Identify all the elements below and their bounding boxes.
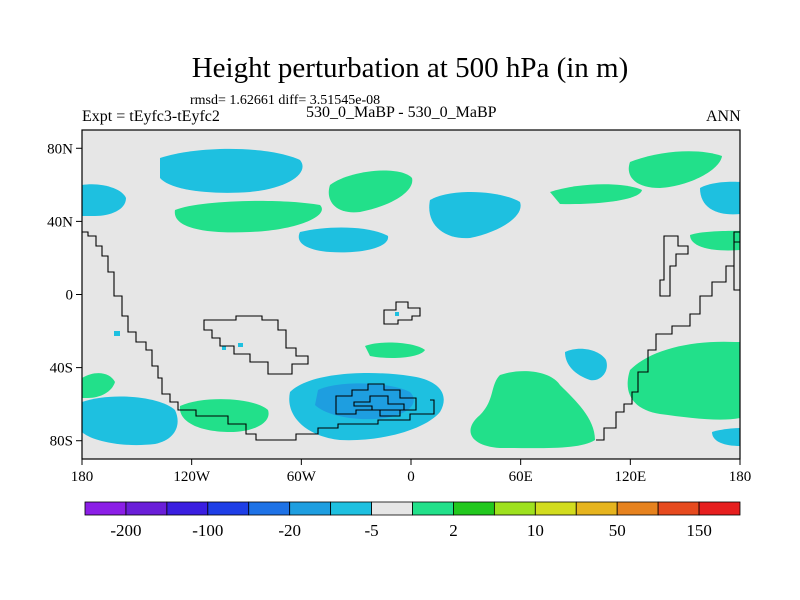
colorbar-swatch (616, 501, 659, 516)
continent-outline-island (383, 301, 421, 325)
negative-speck (222, 346, 226, 350)
colorbar-swatch (412, 501, 454, 516)
colorbar-label: 50 (609, 521, 626, 540)
colorbar-label: -100 (192, 521, 223, 540)
colorbar-label: 10 (527, 521, 544, 540)
colorbar-label: -5 (364, 521, 378, 540)
colorbar-swatch (84, 501, 127, 516)
colorbar-swatch (207, 501, 250, 516)
y-tick-label: 40N (47, 214, 73, 230)
continent-outline-island (659, 235, 689, 297)
colorbar-swatch (166, 501, 209, 516)
colorbar-label: 150 (686, 521, 712, 540)
positive-region (628, 151, 722, 188)
colorbar: -200 -100 -20 -5 2 10 50 150 (84, 501, 741, 540)
colorbar-swatch (289, 501, 332, 516)
colorbar-swatch (698, 501, 741, 516)
colorbar-swatch (125, 501, 168, 516)
colorbar-label: 2 (449, 521, 458, 540)
negative-speck (114, 331, 120, 336)
x-tick-label: 0 (407, 469, 415, 485)
x-tick-label: 120E (614, 469, 646, 485)
positive-region (627, 341, 740, 420)
colorbar-swatch (493, 501, 536, 516)
case-label: 530_0_MaBP - 530_0_MaBP (306, 104, 497, 121)
positive-region (365, 342, 425, 358)
positive-region (174, 200, 322, 233)
contour-loop (335, 383, 417, 417)
colorbar-label: -200 (110, 521, 141, 540)
plot-title: Height perturbation at 500 hPa (in m) (191, 52, 629, 84)
positive-region (82, 373, 115, 398)
colorbar-swatch (534, 501, 577, 516)
negative-region (700, 181, 740, 215)
season-label: ANN (706, 108, 741, 125)
continent-outline-east (596, 231, 740, 441)
x-tick-label: 180 (71, 469, 94, 485)
positive-anomaly-regions (82, 151, 740, 449)
negative-region (82, 396, 178, 446)
negative-region (82, 184, 126, 216)
negative-region (429, 191, 521, 239)
anomaly-fields (82, 148, 740, 449)
x-tick-label: 120W (173, 469, 211, 485)
contour-loop (353, 395, 405, 411)
stats-label: rmsd= 1.62661 diff= 3.51545e-08 (190, 93, 381, 108)
experiment-label: Expt = tEyfc3-tEyfc2 (82, 108, 220, 125)
x-tick-label: 60W (287, 469, 317, 485)
positive-region (470, 371, 595, 449)
negative-region (298, 227, 389, 253)
colorbar-swatch (248, 501, 291, 516)
colorbar-swatch (371, 501, 413, 516)
y-tick-label: 80N (47, 141, 73, 157)
continent-outline-west (82, 231, 435, 441)
y-tick-label: 40S (50, 361, 73, 377)
negative-region (160, 148, 303, 193)
x-tick-label: 180 (729, 469, 752, 485)
colorbar-label: -20 (278, 521, 301, 540)
colorbar-swatch (575, 501, 618, 516)
negative-speck (238, 343, 243, 347)
y-tick-label: 0 (66, 288, 74, 304)
continent-outlines (82, 231, 740, 441)
colorbar-swatch (657, 501, 700, 516)
x-axis: 180 120W 60W 0 60E 120E 180 (71, 459, 752, 485)
negative-region (712, 428, 740, 446)
positive-region (690, 230, 740, 251)
colorbar-swatch (453, 501, 495, 516)
colorbar-swatch (330, 501, 372, 516)
positive-region (328, 170, 413, 213)
negative-speck (395, 312, 399, 316)
x-tick-label: 60E (509, 469, 533, 485)
continent-outline-block (203, 315, 309, 375)
negative-region (565, 348, 607, 381)
y-axis: 80N 40N 0 40S 80S (47, 141, 82, 450)
y-tick-label: 80S (50, 434, 73, 450)
positive-region (550, 184, 642, 205)
